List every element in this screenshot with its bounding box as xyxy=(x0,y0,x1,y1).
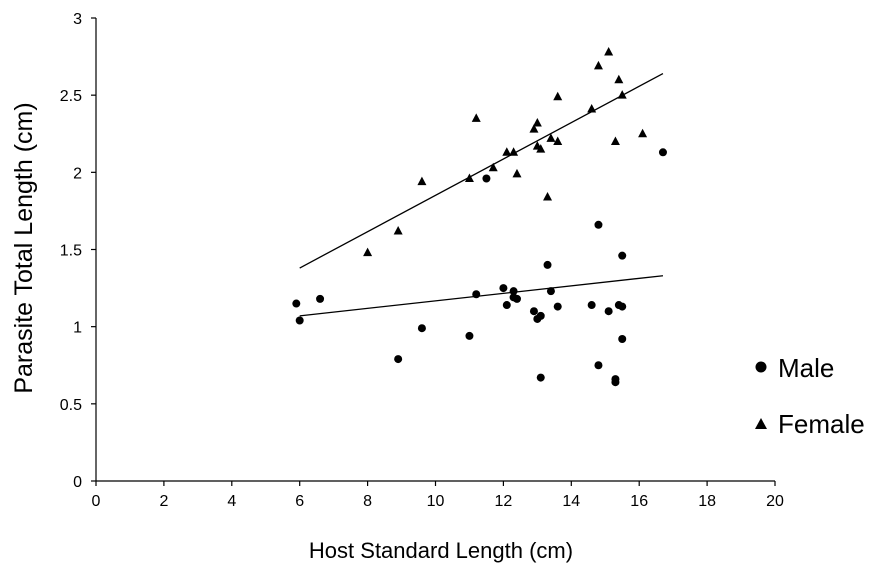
male-data-point xyxy=(472,290,481,299)
y-tick-label: 1.5 xyxy=(60,243,82,260)
female-data-point xyxy=(532,117,542,127)
male-data-point xyxy=(594,361,603,370)
female-data-point xyxy=(471,113,481,122)
female-data-point xyxy=(417,176,427,186)
male-data-point xyxy=(604,307,613,316)
male-data-point xyxy=(316,294,325,303)
female-data-point xyxy=(529,124,539,133)
male-data-point xyxy=(611,378,620,387)
male-data-point xyxy=(553,302,562,311)
male-data-point xyxy=(536,373,545,382)
male-data-point xyxy=(465,331,474,340)
x-tick-label: 12 xyxy=(495,493,513,510)
x-tick-label: 18 xyxy=(698,493,716,510)
legend-male-marker xyxy=(755,361,767,373)
male-data-point xyxy=(618,251,627,260)
female-data-point xyxy=(536,144,546,153)
male-data-point xyxy=(546,287,555,296)
female-data-point xyxy=(512,168,522,178)
female-data-point xyxy=(553,136,563,145)
male-data-point xyxy=(529,307,538,316)
male-data-point xyxy=(543,260,552,269)
x-tick-label: 14 xyxy=(562,493,580,510)
legend-female-label: Female xyxy=(778,409,865,439)
male-trendline xyxy=(299,275,664,317)
axes: 0 0.5 1 1.5 2 2.5 3 0 2 4 6 8 10 12 14 16 18 20 xyxy=(60,11,784,510)
male-data-point xyxy=(587,301,596,310)
x-tick-label: 4 xyxy=(227,493,236,510)
y-tick-label: 0 xyxy=(73,474,82,491)
female-data-point xyxy=(502,147,512,156)
female-trendline xyxy=(299,72,664,269)
y-tick-label: 2.5 xyxy=(60,88,82,105)
legend-female-marker xyxy=(755,418,767,429)
x-tick-label: 2 xyxy=(159,493,168,510)
male-data-point xyxy=(658,148,667,157)
x-tick-label: 16 xyxy=(630,493,648,510)
y-tick-label: 3 xyxy=(73,11,82,28)
female-data-point xyxy=(553,91,563,101)
female-data-point xyxy=(610,136,620,145)
male-data-point xyxy=(417,324,426,333)
male-data-point xyxy=(499,284,508,293)
legend-male-label: Male xyxy=(778,353,834,383)
male-data-point xyxy=(594,220,603,229)
axis-labels: Host Standard Length (cm) Parasite Total… xyxy=(10,102,573,563)
male-data-point xyxy=(292,299,301,308)
legend: Male Female xyxy=(755,353,865,439)
female-data-point xyxy=(509,147,519,156)
female-data-point xyxy=(617,90,627,99)
female-data-point xyxy=(488,162,498,172)
male-data-point xyxy=(618,302,627,311)
x-tick-label: 8 xyxy=(363,493,372,510)
male-data-point xyxy=(502,301,511,310)
y-tick-label: 0.5 xyxy=(60,397,82,414)
male-data-point xyxy=(295,316,304,325)
male-data-point xyxy=(482,174,491,183)
x-tick-label: 20 xyxy=(766,493,784,510)
x-axis-title: Host Standard Length (cm) xyxy=(309,538,573,563)
female-data-point xyxy=(543,192,553,201)
female-data-point xyxy=(587,104,597,113)
x-tick-label: 6 xyxy=(295,493,304,510)
male-data-point xyxy=(512,294,521,303)
y-axis-title: Parasite Total Length (cm) xyxy=(10,102,38,393)
female-data-point xyxy=(393,225,403,235)
male-data-point xyxy=(394,355,403,364)
male-data-point xyxy=(509,287,518,296)
trendlines xyxy=(299,72,664,317)
male-data-point xyxy=(618,335,627,344)
female-data-point xyxy=(614,74,624,84)
female-data-point xyxy=(638,128,648,138)
male-data-point xyxy=(536,311,545,320)
female-data-point xyxy=(546,133,556,142)
y-tick-label: 1 xyxy=(73,320,82,337)
x-tick-label: 0 xyxy=(92,493,101,510)
y-tick-label: 2 xyxy=(73,165,82,182)
female-data-point xyxy=(363,247,373,257)
female-data-point xyxy=(593,60,603,70)
x-tick-label: 10 xyxy=(427,493,445,510)
data-points xyxy=(292,46,667,387)
female-data-point xyxy=(464,173,474,183)
female-data-point xyxy=(604,46,614,56)
